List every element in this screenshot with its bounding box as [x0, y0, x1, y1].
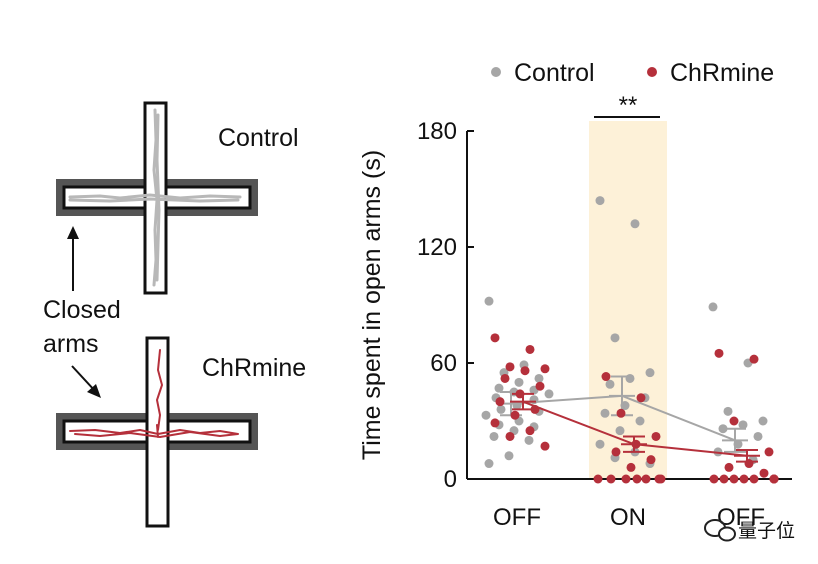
data-point: [484, 296, 494, 306]
control-maze-label: Control: [218, 124, 299, 152]
data-point: [632, 474, 642, 484]
data-point: [595, 439, 605, 449]
data-point: [540, 441, 550, 451]
data-point: [490, 333, 500, 343]
data-point: [621, 474, 631, 484]
data-point: [744, 459, 754, 469]
data-point: [729, 416, 739, 426]
x-tick-label: ON: [610, 504, 646, 531]
data-point: [708, 302, 718, 312]
closed-arms-arrowhead-up: [67, 226, 79, 239]
data-point: [645, 368, 655, 378]
y-axis-label: Time spent in open arms (s): [358, 150, 386, 460]
data-point: [616, 408, 626, 418]
data-point: [749, 354, 759, 364]
data-point: [759, 468, 769, 478]
data-point: [500, 373, 510, 383]
watermark: 量子位: [704, 519, 795, 542]
data-point: [718, 424, 728, 434]
data-point: [525, 426, 535, 436]
data-point: [724, 462, 734, 472]
data-point: [625, 373, 635, 383]
data-point: [600, 408, 610, 418]
chrmine-trajectory: [69, 349, 239, 438]
data-point: [524, 435, 534, 445]
legend-marker: [491, 67, 501, 77]
data-point: [605, 379, 615, 389]
data-point: [496, 404, 506, 414]
data-point: [758, 416, 768, 426]
data-point: [769, 474, 779, 484]
chrmine-maze-label: ChRmine: [202, 354, 306, 382]
data-point: [635, 416, 645, 426]
data-point: [611, 447, 621, 457]
data-point: [593, 474, 603, 484]
chart-marks: **: [481, 92, 779, 484]
data-point: [723, 406, 733, 416]
data-point: [520, 366, 530, 376]
data-point: [494, 383, 504, 393]
closed-arms-arrowhead-down: [87, 384, 101, 398]
y-axis: 0 60 120 180: [417, 118, 474, 493]
data-point: [764, 447, 774, 457]
y-tick-label: 0: [444, 466, 457, 493]
wechat-icon: [704, 519, 736, 542]
closed-arms-annotation: Closed arms: [43, 226, 121, 398]
data-point: [606, 474, 616, 484]
watermark-text: 量子位: [738, 520, 795, 542]
data-point: [630, 219, 640, 229]
closed-arms-label-line2: arms: [43, 330, 99, 358]
data-point: [641, 474, 651, 484]
data-point: [510, 410, 520, 420]
data-point: [514, 377, 524, 387]
data-point: [615, 426, 625, 436]
data-point: [495, 397, 505, 407]
data-point: [489, 431, 499, 441]
data-point: [714, 348, 724, 358]
significance-label: **: [619, 92, 638, 119]
data-point: [729, 474, 739, 484]
data-point: [525, 344, 535, 354]
data-point: [481, 410, 491, 420]
chrmine-maze: ChRmine: [56, 336, 306, 528]
data-point: [535, 381, 545, 391]
control-trajectory: [68, 108, 242, 287]
data-point: [636, 393, 646, 403]
data-point: [646, 455, 656, 465]
chart-legend: Control ChRmine: [491, 59, 774, 87]
data-point: [738, 420, 748, 430]
data-point: [534, 373, 544, 383]
data-point: [651, 431, 661, 441]
data-point: [505, 431, 515, 441]
data-point: [504, 451, 514, 461]
data-point: [540, 364, 550, 374]
closed-arms-label-line1: Closed: [43, 296, 121, 324]
y-tick-label: 120: [417, 234, 457, 261]
data-point: [656, 474, 666, 484]
control-maze: Control: [56, 101, 299, 295]
x-tick-label: OFF: [493, 504, 541, 531]
on-phase-highlight: [589, 121, 667, 479]
data-point: [601, 372, 611, 382]
data-point: [753, 431, 763, 441]
data-point: [544, 389, 554, 399]
data-point: [595, 196, 605, 206]
data-point: [739, 474, 749, 484]
data-point: [749, 474, 759, 484]
data-point: [505, 362, 515, 372]
y-tick-label: 180: [417, 118, 457, 145]
legend-marker: [647, 67, 657, 77]
data-point: [490, 418, 500, 428]
data-point: [626, 462, 636, 472]
data-point: [719, 474, 729, 484]
y-tick-label: 60: [430, 350, 457, 377]
data-point: [610, 333, 620, 343]
legend-label: Control: [514, 59, 595, 87]
data-point: [484, 459, 494, 469]
data-point: [709, 474, 719, 484]
legend-label: ChRmine: [670, 59, 774, 87]
